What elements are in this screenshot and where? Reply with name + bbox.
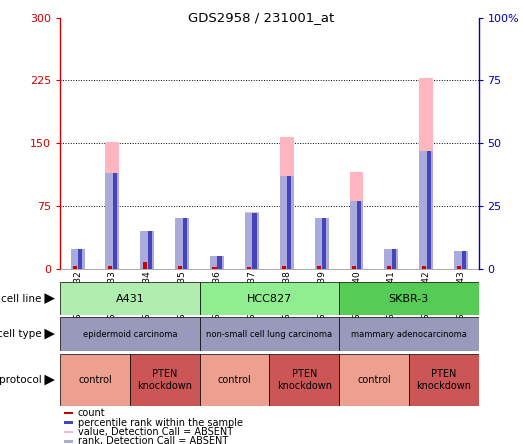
- Text: control: control: [78, 375, 112, 385]
- Bar: [252, 214, 256, 269]
- Bar: [247, 267, 252, 269]
- Bar: [212, 267, 217, 269]
- Bar: [461, 251, 465, 269]
- Polygon shape: [44, 293, 55, 304]
- Text: HCC827: HCC827: [247, 293, 292, 304]
- Text: epidermoid carcinoma: epidermoid carcinoma: [83, 329, 177, 339]
- Bar: [352, 266, 356, 269]
- Bar: [113, 173, 117, 269]
- Bar: [282, 266, 287, 269]
- Text: PTEN
knockdown: PTEN knockdown: [277, 369, 332, 391]
- Bar: [387, 266, 391, 269]
- Bar: [200, 354, 269, 406]
- Bar: [60, 354, 130, 406]
- Bar: [357, 201, 361, 269]
- Bar: [322, 218, 326, 269]
- Bar: [108, 266, 112, 269]
- Bar: [339, 317, 479, 351]
- Bar: [349, 201, 363, 269]
- Bar: [422, 266, 426, 269]
- Text: value, Detection Call = ABSENT: value, Detection Call = ABSENT: [78, 427, 233, 437]
- Bar: [64, 421, 73, 424]
- Bar: [315, 258, 328, 269]
- Text: GDS2958 / 231001_at: GDS2958 / 231001_at: [188, 11, 335, 24]
- Bar: [317, 266, 321, 269]
- Bar: [210, 265, 224, 269]
- Bar: [269, 354, 339, 406]
- Bar: [64, 431, 73, 433]
- Bar: [349, 172, 363, 269]
- Text: PTEN
knockdown: PTEN knockdown: [137, 369, 192, 391]
- Text: cell type: cell type: [0, 329, 42, 339]
- Bar: [178, 266, 182, 269]
- Bar: [339, 282, 479, 315]
- Bar: [454, 251, 468, 269]
- Bar: [315, 218, 328, 269]
- Text: mammary adenocarcinoma: mammary adenocarcinoma: [351, 329, 467, 339]
- Text: PTEN
knockdown: PTEN knockdown: [416, 369, 471, 391]
- Text: control: control: [218, 375, 252, 385]
- Text: cell line: cell line: [2, 293, 42, 304]
- Bar: [200, 317, 339, 351]
- Bar: [130, 354, 200, 406]
- Polygon shape: [44, 375, 55, 385]
- Bar: [71, 249, 85, 269]
- Bar: [409, 354, 479, 406]
- Bar: [78, 249, 82, 269]
- Bar: [64, 440, 73, 443]
- Bar: [245, 212, 259, 269]
- Text: control: control: [357, 375, 391, 385]
- Bar: [106, 142, 119, 269]
- Bar: [140, 231, 154, 269]
- Bar: [419, 78, 433, 269]
- Bar: [71, 263, 85, 269]
- Bar: [392, 249, 396, 269]
- Bar: [175, 218, 189, 269]
- Bar: [384, 260, 399, 269]
- Bar: [73, 266, 77, 269]
- Bar: [339, 354, 409, 406]
- Text: count: count: [78, 408, 106, 418]
- Bar: [64, 412, 73, 414]
- Bar: [183, 218, 187, 269]
- Bar: [384, 249, 399, 269]
- Text: SKBR-3: SKBR-3: [389, 293, 429, 304]
- Text: A431: A431: [116, 293, 144, 304]
- Bar: [143, 262, 147, 269]
- Text: rank, Detection Call = ABSENT: rank, Detection Call = ABSENT: [78, 436, 228, 444]
- Polygon shape: [44, 329, 55, 340]
- Bar: [280, 176, 294, 269]
- Bar: [147, 231, 152, 269]
- Text: protocol: protocol: [0, 375, 42, 385]
- Bar: [287, 176, 291, 269]
- Bar: [218, 256, 222, 269]
- Bar: [200, 282, 339, 315]
- Text: percentile rank within the sample: percentile rank within the sample: [78, 417, 243, 428]
- Bar: [245, 214, 259, 269]
- Text: non-small cell lung carcinoma: non-small cell lung carcinoma: [206, 329, 333, 339]
- Bar: [454, 256, 468, 269]
- Bar: [106, 173, 119, 269]
- Bar: [427, 151, 431, 269]
- Bar: [457, 266, 461, 269]
- Bar: [280, 136, 294, 269]
- Bar: [419, 151, 433, 269]
- Bar: [60, 317, 200, 351]
- Bar: [60, 282, 200, 315]
- Bar: [210, 256, 224, 269]
- Bar: [140, 250, 154, 269]
- Bar: [175, 245, 189, 269]
